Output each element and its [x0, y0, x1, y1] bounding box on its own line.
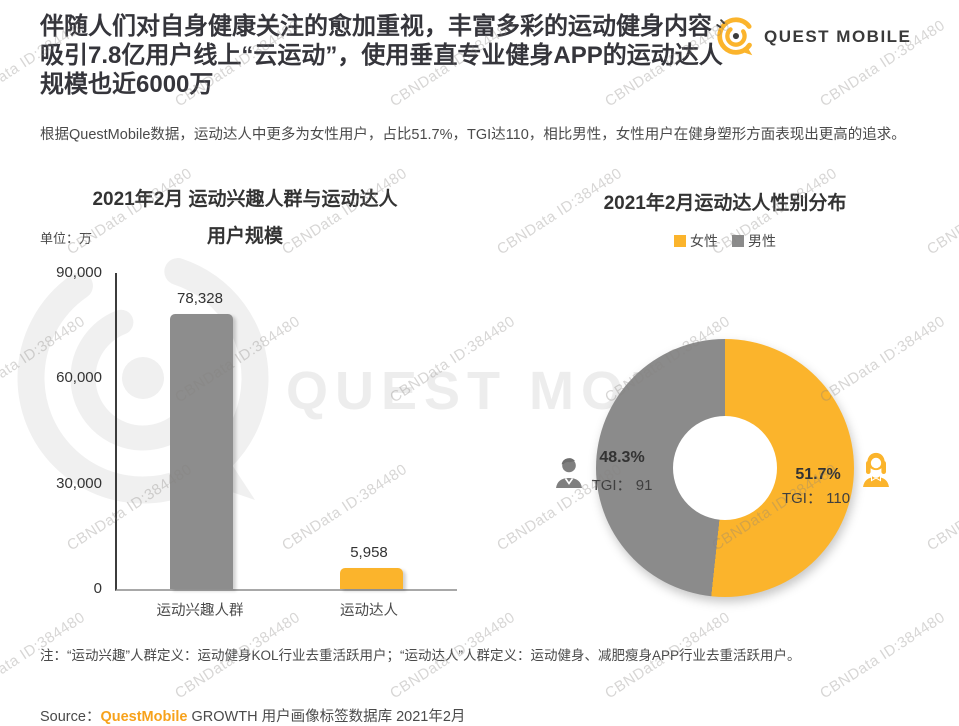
female-swatch: [674, 235, 686, 247]
y-axis-tick: 60,000: [56, 369, 102, 387]
legend-item-female: 女性: [674, 231, 718, 251]
page-title-line-1: 伴随人们对自身健康关注的愈加重视，丰富多彩的运动健身内容: [40, 13, 712, 40]
cbndata-watermark-stamp: CBNData ID:384480: [924, 461, 959, 555]
donut-chart: [596, 339, 854, 597]
page-title-line-3: 规模也近6000万: [40, 71, 214, 98]
cbndata-watermark-stamp: CBNData ID:384480: [817, 312, 949, 407]
bar-value-sports-interest: 78,328: [177, 290, 223, 307]
male-swatch: [732, 235, 744, 247]
bar-sports-interest: [170, 314, 233, 589]
bar-category-sports-expert: 运动达人: [340, 603, 398, 619]
y-axis-tick: 30,000: [56, 474, 102, 492]
legend-label-male: 男性: [748, 233, 776, 249]
page-title-line-2: 吸引7.8亿用户线上“云运动”，使用垂直专业健身APP的运动达人: [40, 42, 723, 69]
questmobile-logo: QUEST MOBILE: [712, 14, 911, 60]
female-tgi: TGI： 110: [781, 490, 851, 507]
male-icon: [556, 458, 582, 488]
source-line: Source：QuestMobile GROWTH 用户画像标签数据库 2021…: [40, 705, 465, 726]
bar-chart-title-line-1: 2021年2月 运动兴趣人群与运动达人: [92, 189, 398, 210]
source-detail: GROWTH 用户画像标签数据库 2021年2月: [187, 708, 466, 725]
female-icon: [863, 452, 889, 487]
bar-sports-expert: [340, 568, 403, 589]
bar-value-sports-expert: 5,958: [350, 544, 388, 561]
bar-category-sports-interest: 运动兴趣人群: [156, 603, 244, 619]
legend-item-male: 男性: [732, 231, 776, 251]
intro-text: 根据QuestMobile数据，运动达人中更多为女性用户，占比51.7%，TGI…: [40, 126, 906, 143]
female-percentage: 51.7%: [795, 466, 841, 483]
source-prefix: Source：: [40, 708, 101, 725]
questmobile-logo-icon: [716, 17, 755, 56]
donut-legend: 女性 男性: [525, 231, 925, 251]
bar-chart-title-line-2: 用户规模: [206, 226, 283, 247]
cbndata-watermark-stamp: CBNData ID:384480: [924, 165, 959, 259]
y-axis-tick: 0: [93, 580, 102, 597]
bar-chart-plot: [115, 273, 457, 591]
page-title: 伴随人们对自身健康关注的愈加重视，丰富多彩的运动健身内容 吸引7.8亿用户线上“…: [40, 12, 760, 99]
legend-label-female: 女性: [690, 233, 718, 249]
footnote: 注：“运动兴趣”人群定义：运动健身KOL行业去重活跃用户；“运动达人”人群定义：…: [40, 647, 801, 663]
donut-chart-title: 2021年2月运动达人性别分布: [603, 193, 847, 214]
male-percentage: 48.3%: [599, 449, 645, 466]
unit-label: 单位：万: [40, 231, 93, 246]
source-brand: QuestMobile: [100, 708, 188, 725]
y-axis-tick: 90,000: [56, 264, 102, 281]
logo-wordmark: QUEST MOBILE: [764, 27, 912, 46]
male-tgi: TGI： 91: [591, 477, 653, 494]
